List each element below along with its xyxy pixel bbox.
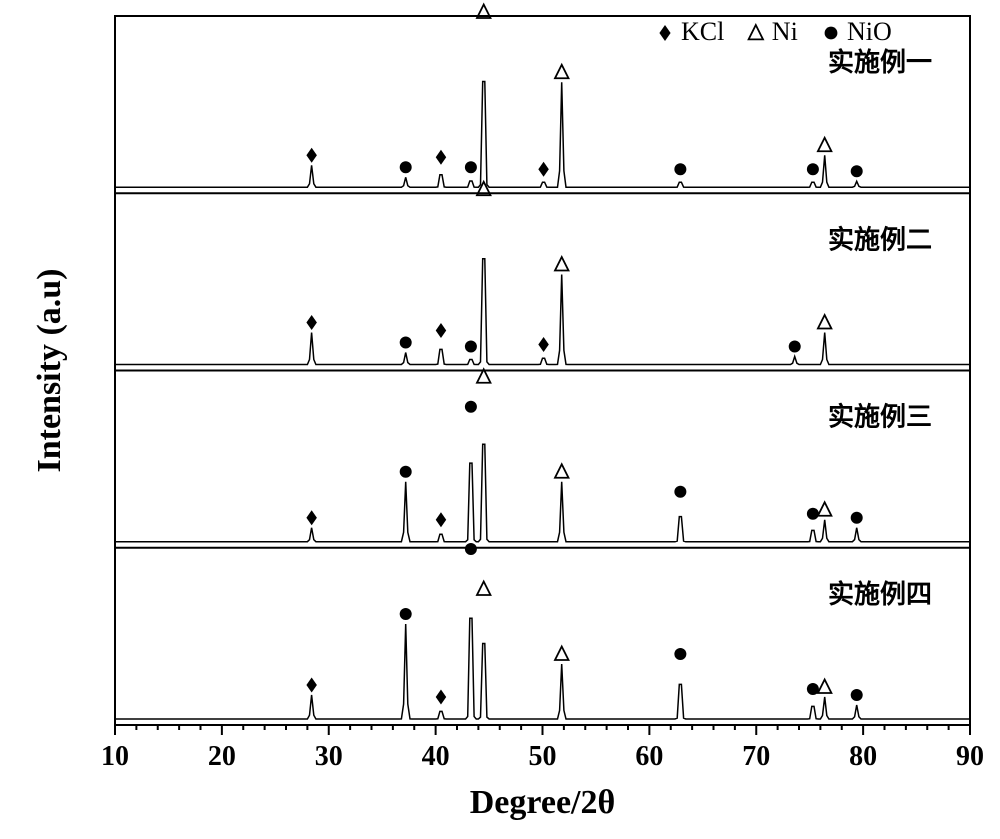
svg-text:20: 20 [208, 741, 236, 772]
legend-diamond-icon [659, 25, 670, 41]
xrd-chart: 10 20 30 40 50 60 70 80 90 Degree/2θ Intensity (a.… [0, 0, 1000, 839]
triangle-marker [818, 502, 832, 516]
circle-marker [465, 161, 477, 173]
circle-marker [400, 337, 412, 349]
circle-marker [851, 165, 863, 177]
svg-text:80: 80 [849, 741, 877, 772]
circle-marker [674, 486, 686, 498]
circle-marker [789, 341, 801, 353]
circle-marker [851, 689, 863, 701]
panel-label: 实施例四 [828, 579, 932, 609]
y-axis-label: Intensity (a.u) [31, 268, 68, 472]
diamond-marker [538, 162, 549, 177]
panel-label: 实施例三 [828, 402, 932, 432]
triangle-marker [818, 680, 832, 694]
circle-marker [465, 543, 477, 555]
svg-text:70: 70 [742, 741, 770, 772]
panel-label: 实施例二 [828, 224, 932, 254]
triangle-marker [818, 138, 832, 152]
chart-svg: 10 20 30 40 50 60 70 80 90 Degree/2θ Intensity (a.… [0, 0, 1000, 839]
triangle-marker [477, 582, 491, 596]
diamond-marker [436, 150, 447, 165]
diamond-marker [306, 678, 317, 693]
circle-marker [674, 163, 686, 175]
diamond-marker [436, 323, 447, 338]
svg-text:60: 60 [635, 741, 663, 772]
x-axis-label: Degree/2θ [470, 784, 616, 821]
legend-label: NiO [847, 17, 892, 46]
svg-text:10: 10 [101, 741, 129, 772]
diamond-marker [306, 148, 317, 163]
circle-marker [674, 648, 686, 660]
legend-label: Ni [772, 17, 798, 46]
svg-text:90: 90 [956, 741, 984, 772]
triangle-marker [555, 647, 569, 661]
diamond-marker [306, 510, 317, 525]
legend-circle-icon [825, 27, 838, 40]
circle-marker [807, 163, 819, 175]
circle-marker [400, 466, 412, 478]
triangle-marker [555, 65, 569, 79]
panel-label: 实施例一 [828, 47, 932, 77]
svg-text:50: 50 [529, 741, 557, 772]
legend-triangle-icon [749, 25, 763, 39]
xrd-trace [115, 444, 970, 542]
xrd-trace [115, 618, 970, 719]
triangle-marker [555, 257, 569, 271]
circle-marker [400, 608, 412, 620]
triangle-marker [818, 315, 832, 329]
svg-text:40: 40 [422, 741, 450, 772]
circle-marker [851, 512, 863, 524]
circle-marker [465, 401, 477, 413]
svg-text:30: 30 [315, 741, 343, 772]
circle-marker [400, 161, 412, 173]
diamond-marker [538, 337, 549, 352]
circle-marker [465, 341, 477, 353]
triangle-marker [555, 464, 569, 478]
diamond-marker [306, 315, 317, 330]
diamond-marker [436, 512, 447, 527]
diamond-marker [436, 690, 447, 705]
legend-label: KCl [681, 17, 724, 46]
circle-marker [807, 508, 819, 520]
